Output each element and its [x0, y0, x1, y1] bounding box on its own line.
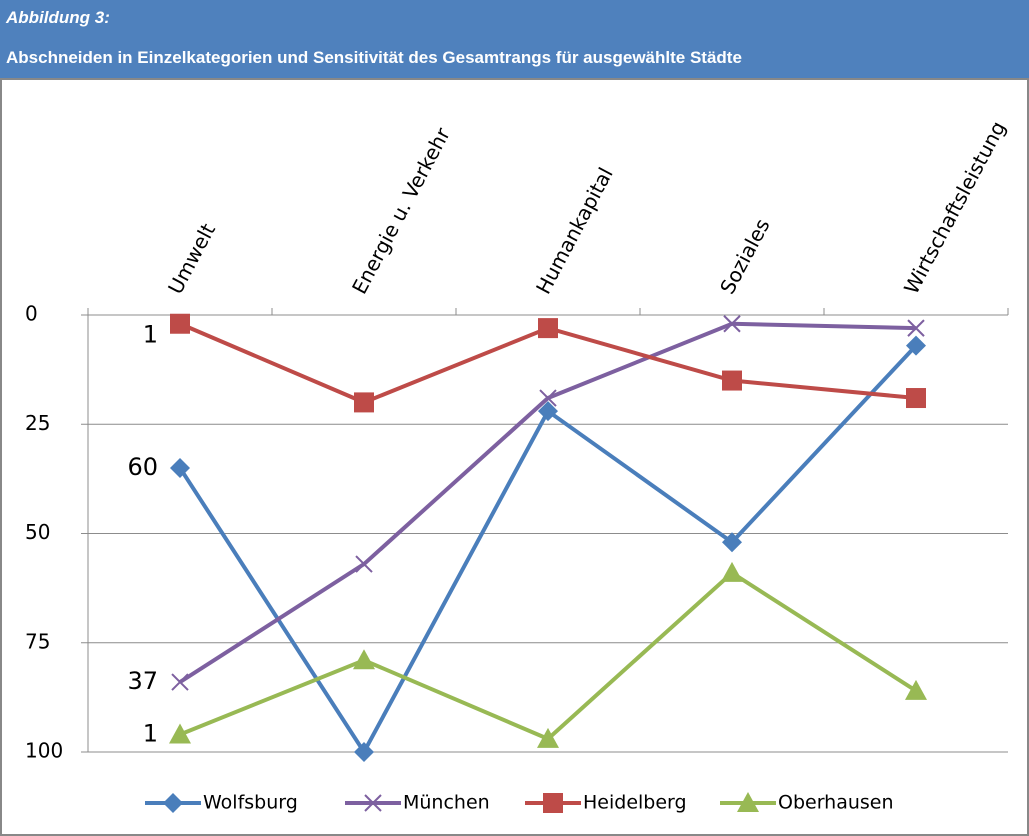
marker — [170, 457, 190, 478]
marker — [722, 532, 742, 553]
marker — [171, 673, 189, 691]
marker — [354, 392, 374, 413]
marker — [906, 335, 926, 356]
figure-label: Abbildung 3: — [6, 8, 110, 27]
chart-border — [0, 78, 1029, 836]
y-tick-label: 75 — [25, 629, 50, 653]
series — [170, 313, 926, 413]
marker — [538, 318, 558, 339]
marker — [354, 742, 374, 762]
marker — [169, 723, 191, 744]
legend-label: München — [403, 792, 490, 814]
marker — [538, 401, 558, 422]
marker — [163, 793, 183, 813]
marker — [906, 388, 926, 409]
series — [170, 335, 926, 762]
annotation: 1 — [143, 720, 158, 748]
legend-label: Wolfsburg — [203, 792, 298, 814]
marker — [539, 389, 557, 407]
annotation: 37 — [127, 667, 158, 695]
marker — [737, 792, 759, 812]
marker — [170, 313, 190, 334]
marker — [905, 679, 927, 700]
marker — [907, 319, 925, 337]
series — [169, 561, 927, 748]
series — [171, 315, 925, 691]
marker — [543, 793, 563, 813]
y-tick-label: 50 — [25, 520, 50, 544]
legend-label: Oberhausen — [778, 792, 894, 814]
marker — [722, 370, 742, 391]
marker — [721, 561, 743, 582]
annotation: 1 — [143, 321, 158, 349]
header: Abbildung 3: Abschneiden in Einzelkatego… — [0, 0, 1029, 78]
legend-label: Heidelberg — [583, 792, 687, 814]
marker — [723, 315, 741, 333]
marker — [355, 555, 373, 573]
marker — [537, 727, 559, 748]
annotation: 60 — [127, 453, 158, 481]
figure-title: Abschneiden in Einzelkategorien und Sens… — [6, 48, 742, 67]
marker — [364, 794, 382, 812]
y-tick-label: 100 — [25, 739, 63, 763]
marker — [353, 649, 375, 670]
y-tick-label: 0 — [25, 302, 38, 326]
y-tick-label: 25 — [25, 411, 50, 435]
